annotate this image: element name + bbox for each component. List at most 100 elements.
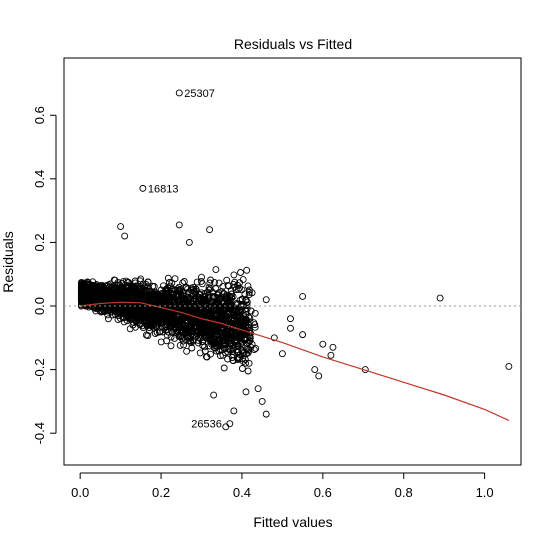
y-tick-label: 0.6	[32, 106, 47, 124]
outlier-point	[315, 372, 323, 380]
data-point	[127, 288, 135, 296]
y-tick-label: -0.2	[32, 358, 47, 380]
outlier-point	[287, 324, 294, 332]
data-point	[153, 314, 161, 322]
data-point	[252, 344, 260, 352]
data-point	[215, 301, 222, 309]
data-point	[80, 280, 88, 288]
data-point	[239, 300, 247, 308]
outlier-point	[230, 407, 238, 415]
data-point	[227, 300, 235, 308]
data-point	[157, 320, 165, 328]
data-point	[234, 286, 242, 293]
data-point	[172, 320, 180, 328]
data-point	[98, 307, 106, 315]
point-label: 25307	[184, 88, 215, 100]
data-point	[241, 319, 249, 327]
outlier-point	[287, 315, 294, 323]
data-point	[219, 337, 227, 345]
outlier-point	[436, 294, 444, 302]
data-point	[214, 326, 222, 334]
data-point	[109, 286, 117, 294]
data-point	[206, 329, 214, 337]
data-point	[100, 292, 108, 300]
data-point	[206, 285, 214, 293]
data-point	[215, 305, 223, 313]
data-point	[208, 338, 216, 346]
data-point	[203, 311, 211, 319]
data-point	[168, 279, 176, 287]
lowess-smoother-line	[80, 301, 510, 422]
data-point	[144, 282, 152, 290]
data-point	[111, 276, 119, 284]
data-point	[157, 298, 165, 305]
data-point	[144, 278, 152, 286]
data-point	[175, 291, 183, 299]
outlier-point	[311, 366, 319, 374]
outlier-point	[206, 226, 214, 234]
data-point	[214, 291, 221, 299]
data-point	[81, 281, 89, 289]
data-point	[230, 271, 238, 279]
y-tick-label: 0.0	[32, 297, 47, 315]
y-axis-label: Residuals	[0, 231, 16, 292]
data-point	[146, 294, 154, 302]
data-point	[77, 292, 85, 300]
data-point	[245, 359, 253, 367]
outlier-point	[121, 232, 129, 240]
data-point	[150, 283, 158, 290]
data-point	[188, 344, 196, 352]
data-point	[84, 290, 92, 298]
data-point	[224, 281, 232, 289]
outlier-point	[327, 351, 335, 359]
data-point	[196, 325, 204, 332]
data-point	[158, 319, 166, 327]
data-point	[156, 298, 164, 306]
y-tick-label: -0.4	[32, 422, 47, 444]
data-point	[247, 343, 255, 351]
plot-frame	[63, 57, 522, 466]
data-point	[207, 276, 214, 284]
data-point	[241, 336, 249, 344]
data-point	[183, 347, 191, 355]
data-point	[90, 295, 98, 303]
data-point	[196, 335, 204, 342]
point-label: 16813	[148, 183, 179, 195]
data-point	[235, 355, 242, 363]
data-point	[223, 293, 231, 301]
data-point	[123, 312, 131, 320]
data-point	[135, 295, 143, 303]
data-point	[210, 293, 217, 301]
data-point	[156, 328, 164, 336]
data-point	[171, 323, 179, 331]
data-point	[96, 292, 104, 300]
data-point	[241, 336, 249, 344]
data-point	[216, 352, 224, 360]
data-point	[211, 278, 218, 286]
outlier-point	[175, 221, 183, 229]
data-point	[223, 313, 231, 321]
data-point	[187, 330, 195, 338]
data-point	[175, 283, 183, 291]
data-point	[104, 315, 112, 323]
data-point	[126, 300, 134, 308]
data-point	[150, 313, 158, 321]
data-point	[204, 310, 212, 318]
labeled-point	[175, 89, 183, 97]
data-point	[194, 336, 202, 344]
data-point	[244, 282, 252, 290]
data-point	[188, 300, 196, 308]
y-tick-label: 0.4	[32, 170, 47, 188]
data-point	[229, 351, 237, 359]
data-point	[225, 346, 233, 354]
data-point	[224, 355, 232, 363]
x-tick-label: 0.0	[71, 485, 89, 500]
data-point	[140, 283, 148, 291]
data-point	[180, 278, 188, 285]
data-point	[212, 266, 220, 274]
data-point	[203, 353, 211, 361]
data-point	[245, 288, 253, 296]
data-point	[93, 281, 101, 289]
